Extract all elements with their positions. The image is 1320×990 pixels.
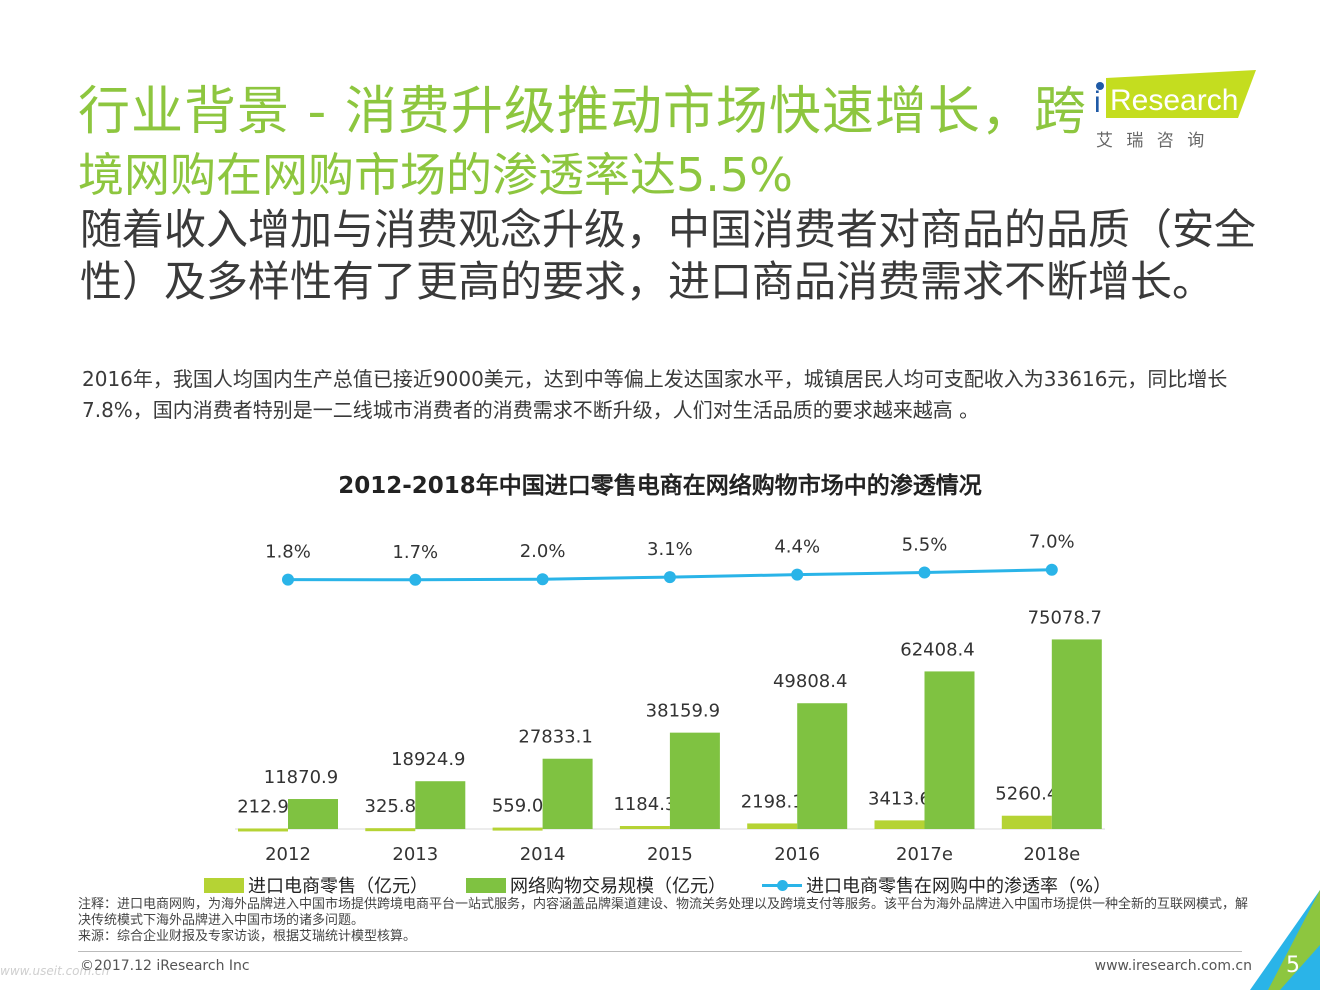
legend-label-online: 网络购物交易规模（亿元）: [510, 876, 726, 897]
legend-online-shopping: 网络购物交易规模（亿元）: [466, 872, 726, 898]
bar-online-2017e: [924, 671, 975, 829]
bar-online-2018e: [1051, 639, 1102, 829]
bar-import-2017e: [874, 820, 925, 829]
label-online-2012: 11870.9: [264, 767, 338, 788]
copyright: ©2017.12 iResearch Inc: [80, 958, 250, 974]
label-penetration-2012: 1.8%: [265, 542, 311, 563]
label-import-2018e: 5260.4: [995, 784, 1058, 805]
label-import-2015: 1184.3: [613, 794, 676, 815]
legend-swatch-penetration: [762, 876, 802, 894]
logo-i: i: [1094, 86, 1101, 119]
bar-online-2013: [415, 781, 466, 829]
footer-divider: [78, 951, 1242, 952]
x-tick-2018e: 2018e: [1023, 844, 1080, 865]
legend-swatch-online: [466, 877, 506, 893]
bar-import-2013: [365, 828, 416, 832]
bar-import-2015: [619, 826, 670, 830]
label-online-2014: 27833.1: [518, 727, 592, 748]
point-penetration-2015: [663, 571, 676, 584]
x-tick-2016: 2016: [774, 844, 820, 865]
legend-label-penetration: 进口电商零售在网购中的渗透率（%）: [806, 876, 1112, 897]
page-title: 行业背景 - 消费升级推动市场快速增长，跨: [78, 82, 1087, 142]
point-penetration-2016: [791, 568, 804, 581]
label-penetration-2014: 2.0%: [520, 541, 566, 562]
point-penetration-2014: [536, 573, 549, 586]
x-tick-2015: 2015: [647, 844, 693, 865]
label-penetration-2018e: 7.0%: [1029, 532, 1075, 553]
legend-import-retail: 进口电商零售（亿元）: [204, 872, 428, 898]
bar-online-2016: [797, 703, 848, 829]
chart-title: 2012-2018年中国进口零售电商在网络购物市场中的渗透情况: [338, 473, 982, 499]
point-penetration-2012: [282, 573, 294, 586]
x-tick-2014: 2014: [520, 844, 566, 865]
page-number: 5: [1286, 953, 1300, 978]
corner-decoration: [1250, 890, 1320, 990]
label-import-2012: 212.9: [237, 796, 289, 817]
watermark: www.useit.com.cn: [0, 964, 110, 978]
bar-online-2015: [669, 732, 720, 829]
x-tick-2012: 2012: [265, 844, 311, 865]
source-text: 来源：综合企业财报及专家访谈，根据艾瑞统计模型核算。: [78, 929, 417, 944]
page-title-line2: 境网购在网购市场的渗透率达5.5%: [78, 148, 793, 202]
x-tick-2017e: 2017e: [896, 844, 953, 865]
label-import-2017e: 3413.6: [868, 788, 931, 809]
iresearch-logo: i Research 艾 瑞 咨 询: [1094, 70, 1256, 151]
label-import-2013: 325.8: [365, 796, 417, 817]
bar-import-2012: [238, 828, 288, 832]
logo-text: Research: [1110, 84, 1238, 117]
label-penetration-2017e: 5.5%: [902, 535, 948, 556]
bar-import-2016: [747, 823, 798, 829]
point-penetration-2018e: [1045, 563, 1058, 576]
bar-online-2012: [288, 799, 338, 829]
legend-swatch-import: [204, 877, 244, 893]
bar-import-2014: [492, 827, 543, 831]
label-penetration-2013: 1.7%: [392, 542, 438, 563]
label-penetration-2016: 4.4%: [774, 537, 820, 558]
point-penetration-2013: [409, 573, 422, 586]
point-penetration-2017e: [918, 566, 931, 579]
label-online-2017e: 62408.4: [900, 639, 974, 660]
x-tick-2013: 2013: [392, 844, 438, 865]
note-text: 注释：进口电商网购，为海外品牌进入中国市场提供跨境电商平台一站式服务，内容涵盖品…: [78, 897, 1249, 928]
label-import-2014: 559.0: [492, 796, 544, 817]
headline: 随着收入增加与消费观念升级，中国消费者对商品的品质（安全性）及多样性有了更高的要…: [80, 205, 1257, 306]
description: 2016年，我国人均国内生产总值已接近9000美元，达到中等偏上发达国家水平，城…: [82, 367, 1228, 422]
bar-import-2018e: [1001, 815, 1052, 829]
label-import-2016: 2198.1: [741, 791, 804, 812]
label-online-2016: 49808.4: [773, 671, 847, 692]
legend-penetration: 进口电商零售在网购中的渗透率（%）: [762, 872, 1111, 898]
label-online-2013: 18924.9: [391, 749, 465, 770]
label-online-2015: 38159.9: [646, 701, 720, 722]
logo-subtitle: 艾 瑞 咨 询: [1096, 131, 1208, 151]
legend-label-import: 进口电商零售（亿元）: [248, 876, 428, 897]
label-penetration-2015: 3.1%: [647, 539, 693, 560]
chart-note: 注释：进口电商网购，为海外品牌进入中国市场提供跨境电商平台一站式服务，内容涵盖品…: [78, 897, 1258, 945]
bar-online-2014: [542, 758, 593, 829]
label-online-2018e: 75078.7: [1028, 607, 1102, 628]
website-link[interactable]: www.iresearch.com.cn: [1094, 958, 1252, 974]
